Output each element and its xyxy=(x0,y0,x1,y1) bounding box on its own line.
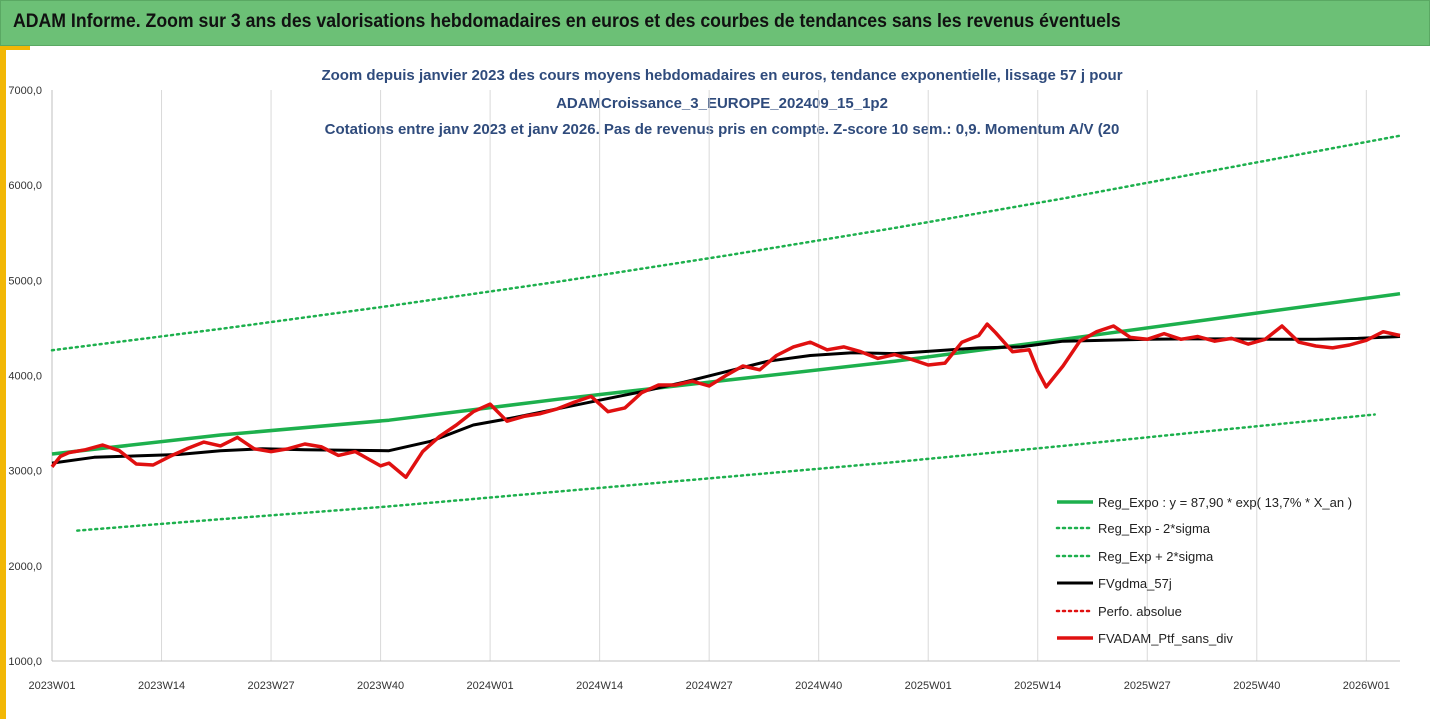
accent-bar-left xyxy=(0,46,6,719)
x-tick-label: 2024W14 xyxy=(576,680,623,692)
x-tick-label: 2025W14 xyxy=(1014,680,1061,692)
x-tick-label: 2023W27 xyxy=(248,680,295,692)
chart-title-line: Zoom depuis janvier 2023 des cours moyen… xyxy=(321,67,1122,84)
y-tick-label: 4000,0 xyxy=(8,371,42,383)
series-line-3 xyxy=(51,335,1401,465)
x-tick-label: 2026W01 xyxy=(1343,680,1390,692)
x-tick-label: 2023W01 xyxy=(28,680,75,692)
x-tick-label: 2025W40 xyxy=(1233,680,1280,692)
chart-title-line: Cotations entre janv 2023 et janv 2026. … xyxy=(325,121,1120,138)
y-tick-label: 3000,0 xyxy=(8,466,42,478)
chart-title: Zoom depuis janvier 2023 des cours moyen… xyxy=(321,67,1122,138)
y-tick-label: 7000,0 xyxy=(8,85,42,97)
chart-axes: 1000,0 2000,0 3000,0 4000,0 5000,0 6000,0 7000… xyxy=(8,85,1400,692)
legend-label: FVgdma_57j xyxy=(1098,576,1172,591)
x-tick-label: 2024W01 xyxy=(467,680,514,692)
series-line-0 xyxy=(51,291,1401,456)
legend-label: Perfo. absolue xyxy=(1098,604,1182,619)
x-tick-label: 2024W27 xyxy=(686,680,733,692)
y-tick-label: 2000,0 xyxy=(8,561,42,573)
legend-label: FVADAM_Ptf_sans_div xyxy=(1098,631,1233,646)
legend-label: Reg_Exp - 2*sigma xyxy=(1098,521,1211,536)
x-tick-label: 2025W01 xyxy=(905,680,952,692)
x-tick-label: 2024W40 xyxy=(795,680,842,692)
chart-grid xyxy=(51,90,1367,661)
series-line-2 xyxy=(50,134,1402,352)
y-tick-label: 1000,0 xyxy=(8,656,42,668)
legend-label: Reg_Exp + 2*sigma xyxy=(1098,549,1214,564)
x-tick-label: 2025W27 xyxy=(1124,680,1171,692)
accent-bar-top xyxy=(0,46,30,50)
x-tick-label: 2023W14 xyxy=(138,680,185,692)
chart-series xyxy=(50,134,1402,532)
legend-label: Reg_Expo : y = 87,90 * exp( 13,7% * X_an… xyxy=(1098,495,1352,510)
y-tick-label: 6000,0 xyxy=(8,180,42,192)
y-tick-label: 5000,0 xyxy=(8,275,42,287)
chart-title-line: ADAMCroissance_3_EUROPE_202409_15_1p2 xyxy=(556,95,888,112)
series-line-5 xyxy=(50,322,1401,480)
chart-legend: Reg_Expo : y = 87,90 * exp( 13,7% * X_an… xyxy=(1055,495,1352,646)
report-banner: ADAM Informe. Zoom sur 3 ans des valoris… xyxy=(0,0,1430,46)
report-title: ADAM Informe. Zoom sur 3 ans des valoris… xyxy=(13,11,1121,32)
x-tick-label: 2023W40 xyxy=(357,680,404,692)
series-line-1 xyxy=(76,413,1376,532)
